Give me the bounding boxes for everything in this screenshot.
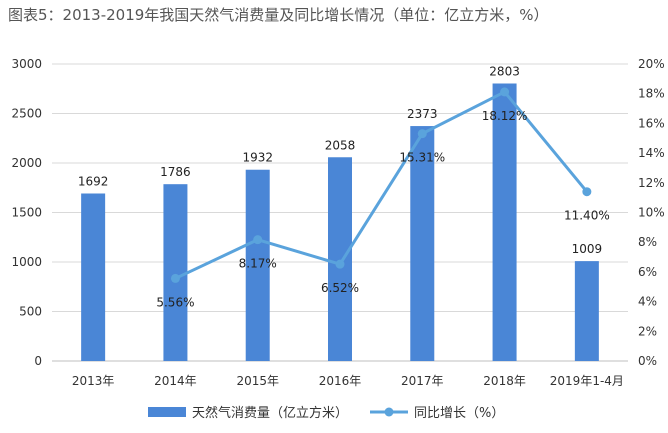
y-left-tick-label: 0 — [34, 354, 42, 368]
chart-title: 图表5：2013-2019年我国天然气消费量及同比增长情况（单位：亿立方米，%） — [8, 6, 549, 24]
bar-value-label: 1009 — [572, 242, 603, 256]
y-right-tick-label: 16% — [638, 116, 665, 130]
growth-point — [253, 235, 263, 245]
x-tick-label: 2019年1-4月 — [550, 374, 624, 388]
y-left-tick-label: 2000 — [11, 156, 42, 170]
growth-point — [582, 187, 592, 197]
x-tick-label: 2017年 — [401, 374, 444, 388]
legend-bar-swatch — [148, 407, 186, 417]
legend-line-marker — [384, 407, 394, 417]
bar-value-label: 1932 — [242, 151, 273, 165]
y-right-tick-label: 20% — [638, 57, 665, 71]
bar-value-label: 2058 — [325, 138, 356, 152]
growth-value-label: 11.40% — [564, 209, 610, 223]
y-right-tick-label: 12% — [638, 176, 665, 190]
x-tick-label: 2014年 — [154, 374, 197, 388]
growth-value-label: 15.31% — [399, 151, 445, 165]
bar — [245, 169, 270, 361]
y-left-tick-label: 1500 — [11, 206, 42, 220]
bar — [574, 261, 599, 361]
y-left-tick-label: 2500 — [11, 107, 42, 121]
x-tick-label: 2015年 — [236, 374, 279, 388]
growth-value-label: 8.17% — [239, 257, 277, 271]
growth-point — [170, 273, 180, 283]
y-right-tick-label: 14% — [638, 146, 665, 160]
y-right-tick-label: 8% — [638, 235, 657, 249]
bar — [328, 157, 352, 361]
growth-line — [174, 90, 589, 280]
x-tick-label: 2016年 — [319, 374, 362, 388]
bar — [81, 193, 106, 361]
growth-point — [417, 129, 427, 139]
y-left-tick-label: 3000 — [11, 57, 42, 71]
y-left-tick-label: 500 — [19, 305, 42, 319]
growth-point — [500, 87, 510, 97]
y-right-tick-label: 0% — [638, 354, 657, 368]
y-right-tick-label: 10% — [638, 206, 665, 220]
y-right-tick-label: 2% — [638, 324, 657, 338]
bar-value-label: 1692 — [78, 174, 109, 188]
growth-value-label: 6.52% — [321, 281, 359, 295]
y-right-tick-label: 6% — [638, 265, 657, 279]
bar — [163, 184, 188, 361]
legend-line-label: 同比增长（%） — [414, 406, 504, 421]
growth-value-label: 5.56% — [156, 295, 194, 309]
y-left-tick-label: 1000 — [11, 255, 42, 269]
bar-value-label: 2803 — [489, 65, 520, 79]
legend-bar-label: 天然气消费量（亿立方米） — [192, 405, 348, 421]
bar-value-label: 2373 — [407, 107, 438, 121]
y-right-tick-label: 18% — [638, 87, 665, 101]
x-tick-label: 2018年 — [483, 374, 526, 388]
bar — [410, 126, 435, 361]
y-right-tick-label: 4% — [638, 295, 657, 309]
growth-point — [335, 259, 345, 269]
bar — [492, 83, 517, 362]
growth-value-label: 18.12% — [482, 109, 528, 123]
x-tick-label: 2013年 — [72, 374, 115, 388]
bar-value-label: 1786 — [160, 165, 191, 179]
